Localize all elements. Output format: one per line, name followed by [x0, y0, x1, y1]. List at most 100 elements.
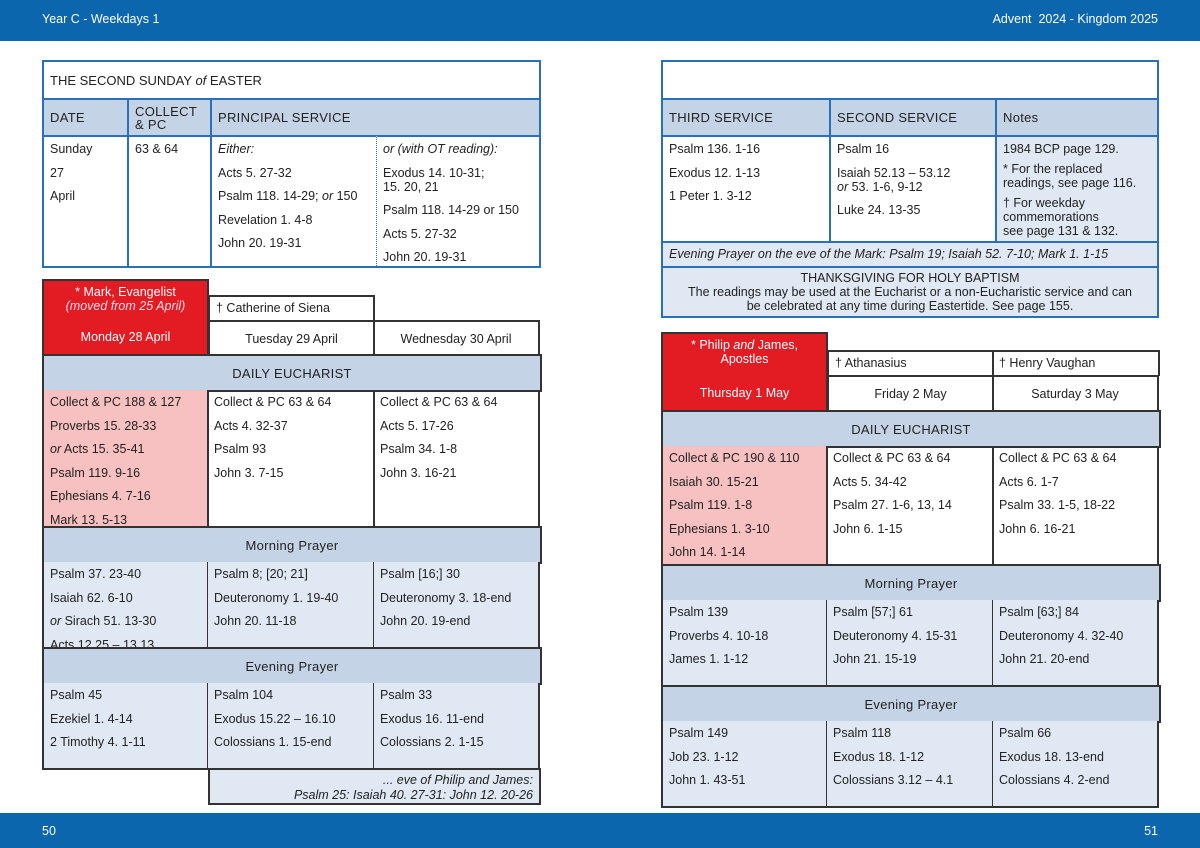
reading-text: John 21. 15-19	[833, 652, 917, 666]
day-header: Tuesday 29 April	[208, 320, 375, 356]
title-of: of	[195, 72, 207, 88]
reading-text: Psalm 139	[669, 605, 729, 619]
reading-line: or Acts 15. 35-41	[50, 442, 201, 456]
reading-text: Exodus 18. 1-12	[833, 749, 925, 764]
reading-line: Collect & PC 63 & 64	[833, 451, 986, 465]
reading-text: John 3. 7-15	[214, 465, 284, 480]
sunday-either-cell: Either: Acts 5. 27-32 Psalm 118. 14-29; or…	[210, 135, 376, 266]
reading-text: Ephesians 4. 7-16	[50, 489, 151, 503]
reading-text: 1984 BCP page 129.	[1003, 142, 1119, 156]
reading-line: 27	[50, 165, 64, 180]
reading-line: Ephesians 1. 3-10	[669, 522, 820, 536]
reading-text: Exodus 15.22 – 16.10	[214, 711, 336, 726]
reading-text: Psalm 66	[999, 726, 1052, 740]
feast-title: * Mark, Evangelist	[48, 285, 203, 299]
feast-cell: * Philip and James, Apostles Thursday 1 Ma…	[661, 332, 828, 412]
reading-line: Exodus 12. 1-13	[669, 166, 823, 180]
reading-line: Collect & PC 190 & 110	[669, 451, 820, 465]
reading-text: Psalm 104	[214, 688, 274, 702]
reading-line: Psalm [63;] 84	[999, 605, 1151, 619]
reading-text: Acts 15. 35-41	[61, 442, 145, 456]
day-header: Wednesday 30 April	[374, 320, 540, 356]
eve-note-line: Psalm 25: Isaiah 40. 27-31: John 12. 20-…	[293, 788, 533, 802]
reading-line: Psalm 118. 14-29 or 150	[383, 203, 533, 217]
reading-line: James 1. 1-12	[669, 652, 820, 666]
reading-text: Acts 6. 1-7	[999, 474, 1059, 489]
reading-line: Colossians 4. 2-end	[999, 773, 1151, 787]
reading-line: Psalm 119. 1-8	[669, 498, 820, 512]
reading-line: John 20. 19-31	[218, 236, 370, 250]
header-left: Year C - Weekdays 1	[42, 12, 160, 26]
second-service-cell: Psalm 16 Isaiah 52.13 – 53.12 or 53. 1-6, …	[829, 135, 995, 241]
reading-line: Luke 24. 13-35	[837, 203, 989, 217]
reading-cell: Psalm 139 Proverbs 4. 10-18 James 1. 1-12	[661, 600, 828, 687]
reading-line: Psalm 104	[214, 688, 367, 702]
reading-text: * For the replaced readings, see page 11…	[1003, 162, 1137, 190]
reading-list: Psalm 33 Exodus 16. 11-end Colossians 2. 1…	[380, 688, 532, 749]
reading-line: Psalm 8; [20; 21]	[214, 567, 367, 581]
reading-text: Psalm 16	[837, 142, 890, 156]
reading-text: John 20. 19-31	[383, 250, 467, 264]
evening-prayer-note: Evening Prayer on the eve of the Mark: P…	[663, 241, 1157, 266]
section-header-de: DAILY EUCHARIST	[661, 410, 1161, 448]
reading-line: Exodus 16. 11-end	[380, 712, 532, 726]
reading-line: Psalm 136. 1-16	[669, 142, 823, 156]
reading-line: John 1. 43-51	[669, 773, 820, 787]
reading-line: Exodus 15.22 – 16.10	[214, 712, 367, 726]
reading-text: Collect & PC 188 & 127	[50, 395, 182, 409]
reading-line: Psalm 119. 9-16	[50, 466, 201, 480]
reading-cell: Collect & PC 63 & 64 Acts 5. 34-42 Psalm 2…	[827, 446, 994, 566]
reading-list: Psalm 104 Exodus 15.22 – 16.10 Colossians …	[214, 688, 367, 749]
reading-line: Revelation 1. 4-8	[218, 213, 370, 227]
reading-text: Psalm 119. 9-16	[50, 465, 141, 480]
reading-line: Job 23. 1-12	[669, 750, 820, 764]
reading-line: Proverbs 15. 28-33	[50, 419, 201, 433]
page-header: Year C - Weekdays 1 Advent 2024 - Kingdo…	[0, 0, 1200, 41]
reading-line: Acts 4. 32-37	[214, 419, 367, 433]
reading-text: Psalm 33	[380, 688, 433, 702]
reading-cell: Collect & PC 190 & 110 Isaiah 30. 15-21 Ps…	[661, 446, 828, 566]
reading-line: or (with OT reading):	[383, 142, 533, 156]
reading-line: Proverbs 4. 10-18	[669, 629, 820, 643]
reading-line: Deuteronomy 4. 15-31	[833, 629, 986, 643]
reading-line: Psalm 27. 1-6, 13, 14	[833, 498, 986, 512]
reading-text: Colossians 3.12 – 4.1	[833, 773, 954, 787]
feast-cell: * Mark, Evangelist (moved from 25 April) M…	[42, 279, 209, 356]
reading-text: Deuteronomy 4. 15-31	[833, 628, 958, 643]
reading-text: Psalm 33. 1-5, 18-22	[999, 498, 1116, 512]
reading-line: Mark 13. 5-13	[50, 513, 201, 527]
reading-list: Psalm 139 Proverbs 4. 10-18 James 1. 1-12	[669, 605, 820, 666]
reading-cell: Psalm [63;] 84 Deuteronomy 4. 32-40 John 2…	[993, 600, 1159, 687]
reading-text: 150	[333, 189, 358, 203]
reading-text: Psalm 8; [20; 21]	[214, 567, 308, 581]
reading-list: Collect & PC 188 & 127 Proverbs 15. 28-33…	[50, 395, 201, 527]
reading-italic: or	[50, 442, 62, 456]
title-text: THE SECOND SUNDAY	[50, 72, 196, 88]
reading-text: Deuteronomy 4. 32-40	[999, 628, 1124, 643]
reading-line: * For the replaced readings, see page 11…	[1003, 162, 1151, 190]
reading-text: John 1. 43-51	[669, 773, 746, 787]
reading-line: Collect & PC 63 & 64	[380, 395, 532, 409]
reading-cell: Collect & PC 63 & 64 Acts 6. 1-7 Psalm 33.…	[993, 446, 1159, 566]
feast-name: James,	[754, 338, 798, 352]
page-number-right: 51	[1144, 824, 1158, 838]
reading-line: John 3. 16-21	[380, 466, 532, 480]
reading-text: Deuteronomy 3. 18-end	[380, 590, 512, 605]
day-header: Friday 2 May	[827, 375, 994, 412]
reading-line: Isaiah 62. 6-10	[50, 591, 201, 605]
reading-text: Sirach 51. 13-30	[61, 614, 157, 628]
reading-text: James 1. 1-12	[669, 652, 749, 666]
reading-line: Psalm 34. 1-8	[380, 442, 532, 456]
reading-text: Psalm 27. 1-6, 13, 14	[833, 498, 952, 512]
reading-text: John 21. 20-end	[999, 652, 1090, 666]
reading-cell: Psalm 8; [20; 21] Deuteronomy 1. 19-40 Joh…	[208, 562, 375, 649]
reading-text: Acts 5. 27-32	[383, 226, 457, 241]
reading-list: Psalm 37. 23-40 Isaiah 62. 6-10 or Sirach …	[50, 567, 201, 647]
reading-text: Proverbs 15. 28-33	[50, 418, 157, 433]
reading-line: Psalm 33. 1-5, 18-22	[999, 498, 1151, 512]
reading-cell: Collect & PC 63 & 64 Acts 5. 17-26 Psalm 3…	[374, 390, 540, 528]
reading-text: Proverbs 4. 10-18	[669, 628, 769, 643]
reading-text: Psalm [57;] 61	[833, 605, 913, 619]
reading-text: Isaiah 52.13 – 53.12	[837, 165, 951, 180]
reading-text: Collect & PC 63 & 64	[214, 395, 332, 409]
